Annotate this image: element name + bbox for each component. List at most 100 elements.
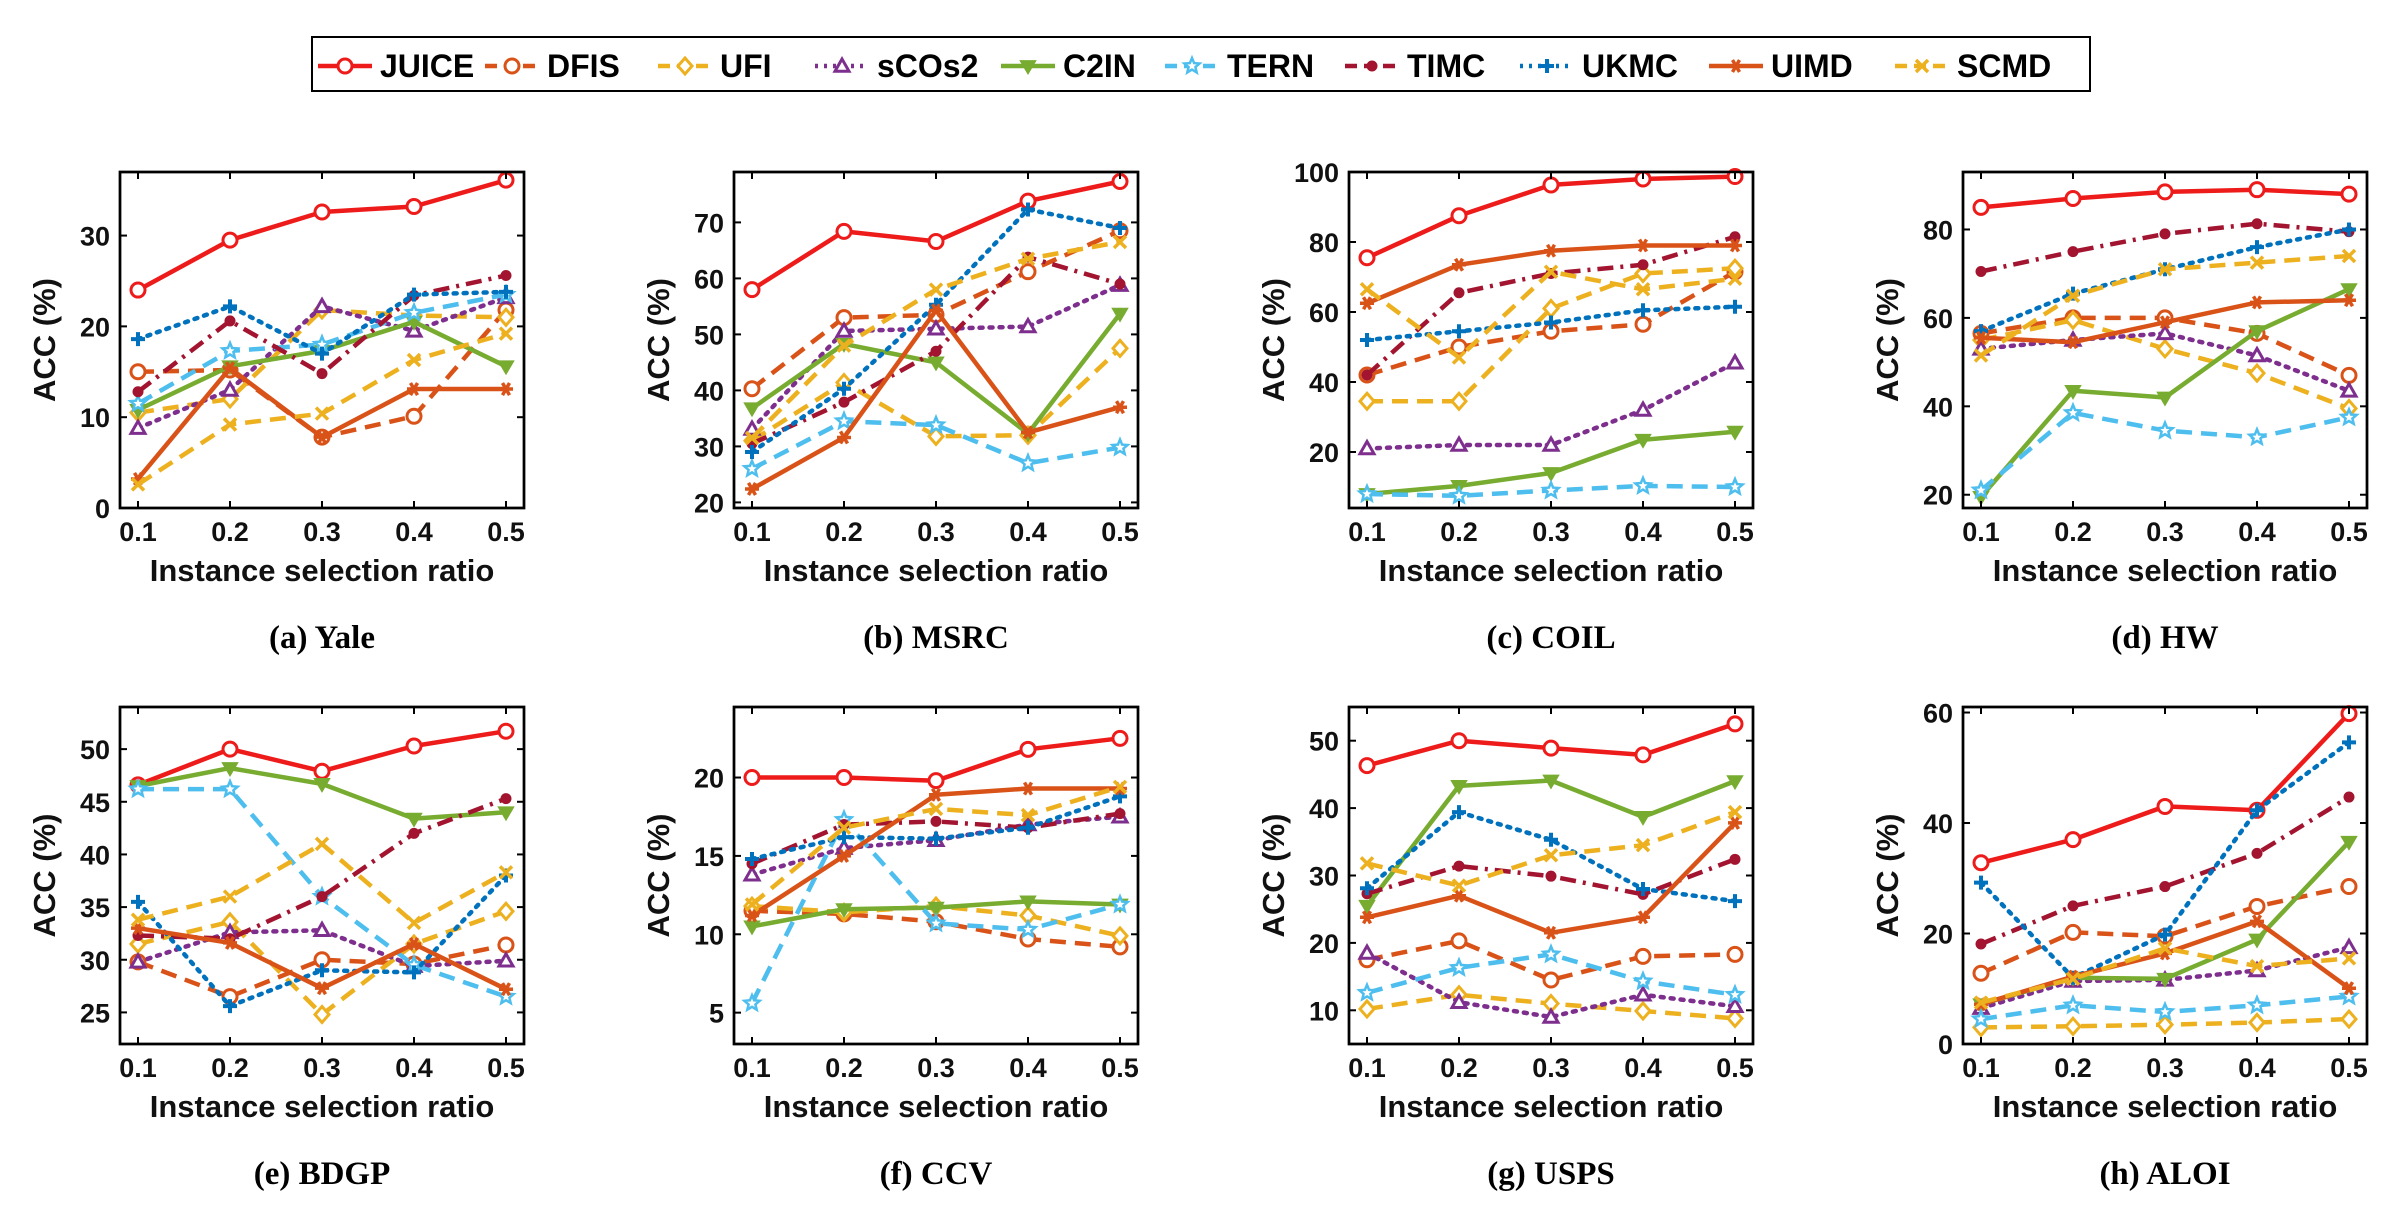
- point-c2in-4: [1726, 425, 1744, 441]
- point-c2in-4: [497, 360, 515, 376]
- point-scmd-2: [314, 836, 330, 852]
- legend-label-ukmc: UKMC: [1582, 48, 1678, 84]
- point-ufi-4: [2340, 1008, 2358, 1030]
- series-ukmc: [1360, 805, 1742, 909]
- point-c2in-1: [221, 762, 239, 778]
- subfigure-caption: (h) ALOI: [2099, 1156, 2230, 1192]
- point-ukmc-4: [2342, 735, 2356, 750]
- point-uimd-1: [1452, 888, 1466, 903]
- point-ufi-2: [2156, 338, 2174, 360]
- point-uimd-4: [1728, 238, 1742, 253]
- point-timc-4: [1114, 278, 1126, 290]
- point-c2in-1: [835, 903, 853, 919]
- point-juice-2: [1542, 176, 1560, 194]
- legend-label-tern: TERN: [1227, 48, 1314, 84]
- x-tick-label: 0.3: [303, 517, 341, 547]
- series-tern: [1356, 474, 1746, 505]
- point-scmd-0: [1359, 856, 1375, 871]
- point-uimd-3: [1021, 425, 1035, 440]
- point-ufi-3: [2248, 362, 2266, 384]
- point-timc-3: [2251, 847, 2263, 859]
- point-juice-2: [313, 762, 331, 780]
- point-ukmc-2: [315, 963, 329, 978]
- point-dfis-3: [2248, 897, 2266, 915]
- point-uimd-1: [837, 848, 851, 863]
- axes-box: [732, 705, 1140, 1046]
- point-scos2-4: [1725, 352, 1745, 370]
- point-ukmc-2: [929, 831, 943, 846]
- point-uimd-3: [407, 937, 421, 951]
- y-tick-label: 40: [80, 840, 110, 870]
- panel-d-hw: 0.1 0.2 0.3 0.4 0.5 20 40 60 80 Instance selectio…: [1870, 170, 2369, 656]
- point-dfis-1: [1450, 932, 1468, 950]
- x-tick-label: 0.3: [917, 517, 955, 547]
- y-tick-label: 20: [694, 764, 724, 794]
- point-tern-4: [2338, 406, 2360, 427]
- point-scmd-3: [1020, 807, 1036, 823]
- point-timc-2: [930, 815, 942, 827]
- series-c2in: [1972, 283, 2358, 506]
- point-dfis-3: [1019, 263, 1037, 281]
- point-c2in-0: [743, 920, 761, 936]
- point-scos2-3: [1633, 399, 1653, 417]
- point-dfis-4: [2340, 878, 2358, 896]
- point-juice-2: [2156, 183, 2174, 201]
- point-tern-0: [1970, 1007, 1992, 1029]
- x-tick-label: 0.5: [1716, 517, 1754, 547]
- legend-marker-c2in: [1019, 60, 1037, 75]
- line-ufi: [1367, 266, 1736, 404]
- series-c2in: [743, 895, 1129, 936]
- point-c2in-4: [2340, 835, 2358, 851]
- point-scos2-4: [496, 950, 516, 968]
- point-timc-2: [316, 368, 328, 380]
- point-c2in-2: [2156, 972, 2174, 988]
- point-scmd-0: [744, 897, 760, 912]
- point-c2in-2: [927, 356, 945, 372]
- series-scmd: [1359, 264, 1743, 365]
- panels: 0.1 0.2 0.3 0.4 0.5 0 10 20 30 Instance selection…: [27, 158, 2369, 1192]
- point-scos2-1: [1449, 434, 1469, 452]
- legend-marker-scmd: [1914, 58, 1930, 74]
- subfigure-caption: (g) USPS: [1487, 1156, 1614, 1192]
- point-tern-2: [2154, 419, 2176, 440]
- point-scmd-3: [1635, 837, 1651, 853]
- point-uimd-1: [837, 430, 851, 445]
- point-tern-3: [1632, 970, 1654, 991]
- point-scmd-1: [222, 417, 238, 432]
- point-scmd-1: [836, 820, 852, 835]
- y-tick-label: 80: [1309, 228, 1339, 258]
- point-scmd-0: [744, 430, 760, 446]
- x-tick-label: 0.5: [487, 1053, 525, 1083]
- point-uimd-1: [223, 361, 237, 376]
- point-scmd-4: [1112, 779, 1128, 795]
- y-tick-label: 10: [80, 403, 110, 433]
- x-tick-label: 0.2: [1440, 517, 1478, 547]
- y-tick-label: 20: [80, 312, 110, 342]
- point-scos2-1: [834, 321, 854, 338]
- legend-item-uimd: UIMD: [1709, 48, 1853, 84]
- point-ukmc-1: [1452, 324, 1466, 339]
- point-scmd-2: [2157, 262, 2173, 277]
- point-tern-1: [219, 777, 241, 799]
- y-tick-label: 20: [1923, 920, 1953, 950]
- y-tick-label: 10: [1309, 996, 1339, 1026]
- point-c2in-4: [1111, 307, 1129, 323]
- point-uimd-0: [745, 482, 759, 496]
- point-ukmc-4: [1728, 299, 1742, 314]
- x-axis-label: Instance selection ratio: [1379, 553, 1724, 588]
- point-scmd-1: [222, 889, 238, 904]
- legend-item-c2in: C2IN: [1001, 48, 1136, 84]
- x-axis-label: Instance selection ratio: [1993, 553, 2338, 588]
- point-dfis-4: [497, 936, 515, 954]
- y-axis-label: ACC (%): [1256, 278, 1291, 402]
- series-scmd: [1359, 804, 1743, 893]
- point-scmd-2: [1543, 848, 1559, 863]
- point-juice-1: [1450, 207, 1468, 225]
- point-juice-3: [1019, 740, 1037, 758]
- line-ukmc: [1364, 809, 1738, 904]
- point-scos2-0: [742, 419, 762, 436]
- y-axis-label: ACC (%): [641, 278, 676, 402]
- point-ufi-0: [1358, 998, 1376, 1020]
- point-dfis-3: [405, 407, 423, 425]
- subfigure-caption: (a) Yale: [269, 620, 375, 656]
